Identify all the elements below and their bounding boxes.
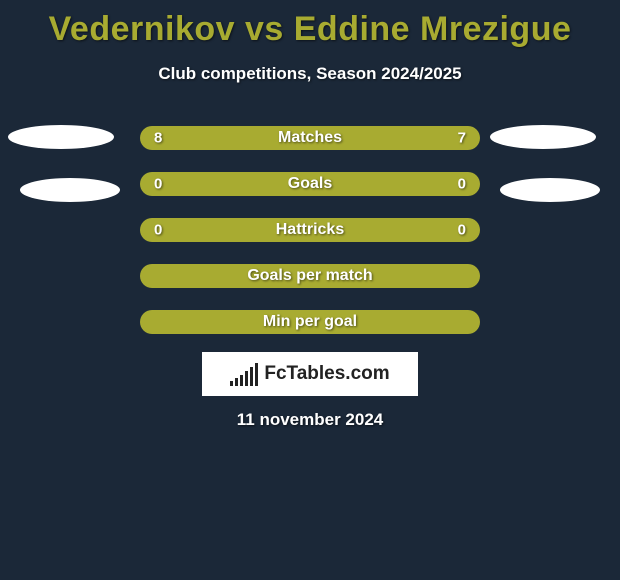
logo-bars-icon xyxy=(230,363,258,386)
stat-right-value: 0 xyxy=(458,176,466,193)
stat-left-value: 0 xyxy=(154,222,162,239)
stat-row: Matches8 7 xyxy=(140,126,480,150)
stat-left-value: 8 xyxy=(154,130,162,147)
stat-label: Goals xyxy=(140,175,480,193)
decorative-ellipse xyxy=(490,125,596,149)
stat-row: Goals per match xyxy=(140,264,480,288)
stat-left-value: 0 xyxy=(154,176,162,193)
logo-text: FcTables.com xyxy=(264,363,389,385)
date-line: 11 november 2024 xyxy=(0,410,620,430)
stat-label: Min per goal xyxy=(140,313,480,331)
subtitle: Club competitions, Season 2024/2025 xyxy=(0,64,620,84)
stat-label: Goals per match xyxy=(140,267,480,285)
page-title: Vedernikov vs Eddine Mrezigue xyxy=(0,10,620,49)
stat-row: Goals0 0 xyxy=(140,172,480,196)
stat-row: Hattricks0 0 xyxy=(140,218,480,242)
stat-row: Min per goal xyxy=(140,310,480,334)
decorative-ellipse xyxy=(8,125,114,149)
decorative-ellipse xyxy=(500,178,600,202)
stat-right-value: 7 xyxy=(458,130,466,147)
stat-label: Hattricks xyxy=(140,221,480,239)
fctables-logo: FcTables.com xyxy=(202,352,418,396)
decorative-ellipse xyxy=(20,178,120,202)
stat-label: Matches xyxy=(140,129,480,147)
stat-right-value: 0 xyxy=(458,222,466,239)
